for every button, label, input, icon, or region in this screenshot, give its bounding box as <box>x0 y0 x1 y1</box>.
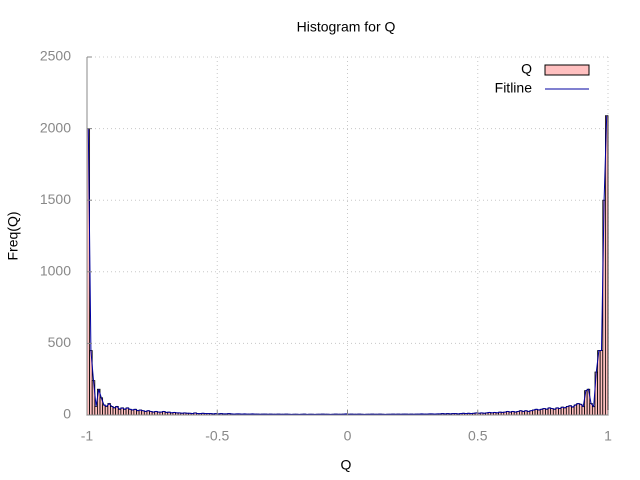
axes: 0 500 1000 1500 2000 2500 -1 -0.5 0 0.5 1 <box>40 48 612 444</box>
legend-label: Fitline <box>495 80 533 96</box>
x-tick-label: -0.5 <box>205 428 229 444</box>
x-tick-label: 0 <box>344 428 352 444</box>
y-tick-label: 2500 <box>40 48 71 64</box>
y-tick-label: 1500 <box>40 191 71 207</box>
y-tick-label: 1000 <box>40 263 71 279</box>
y-tick-label: 500 <box>48 334 72 350</box>
chart-title: Histogram for Q <box>297 19 396 35</box>
y-tick-label: 0 <box>63 406 71 422</box>
x-tick-label: 1 <box>604 428 612 444</box>
legend-swatch <box>544 64 590 76</box>
x-tick-label: -1 <box>81 428 94 444</box>
legend-label: Q <box>521 61 532 77</box>
x-axis-label: Q <box>341 457 352 473</box>
y-axis-label: Freq(Q) <box>5 212 21 261</box>
y-tick-label: 2000 <box>40 119 71 135</box>
x-tick-label: 0.5 <box>468 428 488 444</box>
legend: Q Fitline <box>495 61 590 96</box>
